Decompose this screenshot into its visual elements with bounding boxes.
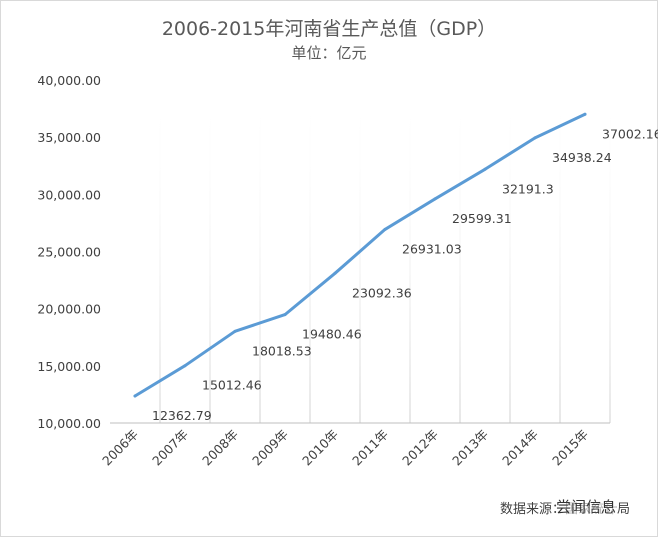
x-tick-label: 2012年 xyxy=(399,427,441,469)
gridline xyxy=(459,80,461,423)
chart-subtitle: 单位：亿元 xyxy=(291,44,367,62)
y-tick-label: 20,000.00 xyxy=(37,302,101,317)
gridline xyxy=(209,80,211,423)
data-label: 34938.24 xyxy=(552,150,612,165)
watermark: 尝闻信息 xyxy=(556,496,617,517)
data-point xyxy=(133,394,137,398)
data-point xyxy=(483,167,487,171)
data-point xyxy=(183,364,187,368)
x-tick-label: 2011年 xyxy=(349,427,391,469)
data-label: 23092.36 xyxy=(352,285,412,300)
x-tick-label: 2008年 xyxy=(199,427,241,469)
series-line xyxy=(133,112,587,398)
y-tick-label: 25,000.00 xyxy=(37,245,101,260)
data-point xyxy=(433,197,437,201)
y-tick-label: 10,000.00 xyxy=(37,416,101,431)
y-tick-label: 15,000.00 xyxy=(37,359,101,374)
data-label: 29599.31 xyxy=(452,211,512,226)
data-label: 12362.79 xyxy=(152,408,212,423)
data-point xyxy=(333,271,337,275)
gridline xyxy=(609,80,611,423)
data-label: 26931.03 xyxy=(402,241,462,256)
gridline xyxy=(159,80,161,423)
data-label: 19480.46 xyxy=(302,327,362,342)
data-point xyxy=(583,112,587,116)
y-tick-label: 35,000.00 xyxy=(37,130,101,145)
gridline xyxy=(309,80,311,423)
axes: 10,000.00 15,000.00 20,000.00 25,000.00 30,0… xyxy=(37,73,610,468)
x-tick-label: 2013年 xyxy=(449,427,491,469)
data-point xyxy=(533,136,537,140)
data-point xyxy=(233,329,237,333)
data-label: 32191.3 xyxy=(502,181,554,196)
data-point xyxy=(283,313,287,317)
gridline xyxy=(559,80,561,423)
gridlines xyxy=(159,80,611,423)
x-tick-label: 2007年 xyxy=(149,427,191,469)
x-tick-label: 2015年 xyxy=(549,427,591,469)
y-tick-label: 30,000.00 xyxy=(37,187,101,202)
data-label: 37002.16 xyxy=(602,126,658,141)
data-label: 15012.46 xyxy=(202,378,262,393)
x-tick-label: 2006年 xyxy=(99,427,141,469)
chart-title: 2006-2015年河南省生产总值（GDP） xyxy=(161,18,497,40)
x-tick-label: 2009年 xyxy=(249,427,291,469)
gridline xyxy=(409,80,411,423)
series xyxy=(133,112,587,398)
gridline xyxy=(509,80,511,423)
y-tick-label: 40,000.00 xyxy=(37,73,101,88)
x-tick-label: 2014年 xyxy=(499,427,541,469)
x-tick-label: 2010年 xyxy=(299,427,341,469)
data-label: 18018.53 xyxy=(252,343,312,358)
gridline xyxy=(259,80,261,423)
data-point xyxy=(383,227,387,231)
